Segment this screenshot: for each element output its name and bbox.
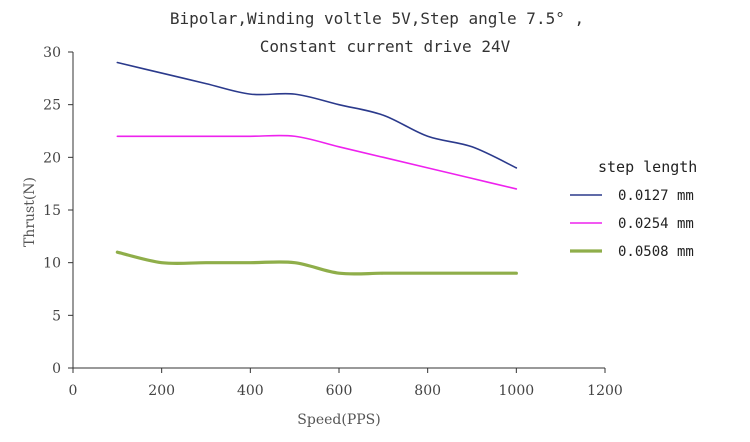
- y-tick-label: 0: [52, 361, 61, 377]
- series-line-2: [116, 134, 518, 190]
- legend-label-1: 0.0127 mm: [618, 188, 694, 204]
- x-tick-label: 400: [237, 383, 264, 399]
- y-tick-label: 10: [43, 256, 61, 272]
- chart-title-line-2: Constant current drive 24V: [260, 37, 511, 56]
- legend-title: step length: [598, 158, 697, 176]
- axes: [72, 52, 605, 369]
- x-tick-label: 800: [414, 383, 441, 399]
- legend-label-2: 0.0254 mm: [618, 216, 694, 232]
- y-tick-label: 5: [52, 308, 61, 324]
- x-tick-label: 600: [326, 383, 353, 399]
- x-tick-label: 1200: [587, 383, 623, 399]
- y-ticks: 0 5 10 15 20 25 30: [43, 45, 73, 377]
- y-tick-label: 25: [43, 98, 61, 114]
- series-line-1: [116, 61, 518, 169]
- series-lines: [115, 61, 518, 276]
- x-ticks: 0 200 400 600 800 1000 1200: [69, 368, 623, 399]
- x-tick-label: 200: [148, 383, 175, 399]
- chart-title-line-1: Bipolar,Winding voltle 5V,Step angle 7.5…: [170, 9, 584, 28]
- y-tick-label: 15: [43, 203, 61, 219]
- legend: step length 0.0127 mm 0.0254 mm 0.0508 mm: [570, 158, 697, 260]
- x-axis-label: Speed(PPS): [297, 412, 380, 428]
- y-tick-label: 20: [43, 150, 61, 166]
- x-tick-label: 0: [69, 383, 78, 399]
- y-axis-label: Thrust(N): [22, 177, 38, 247]
- x-tick-label: 1000: [499, 383, 535, 399]
- series-line-3: [115, 250, 518, 276]
- y-tick-label: 30: [43, 45, 61, 61]
- legend-label-3: 0.0508 mm: [618, 244, 694, 260]
